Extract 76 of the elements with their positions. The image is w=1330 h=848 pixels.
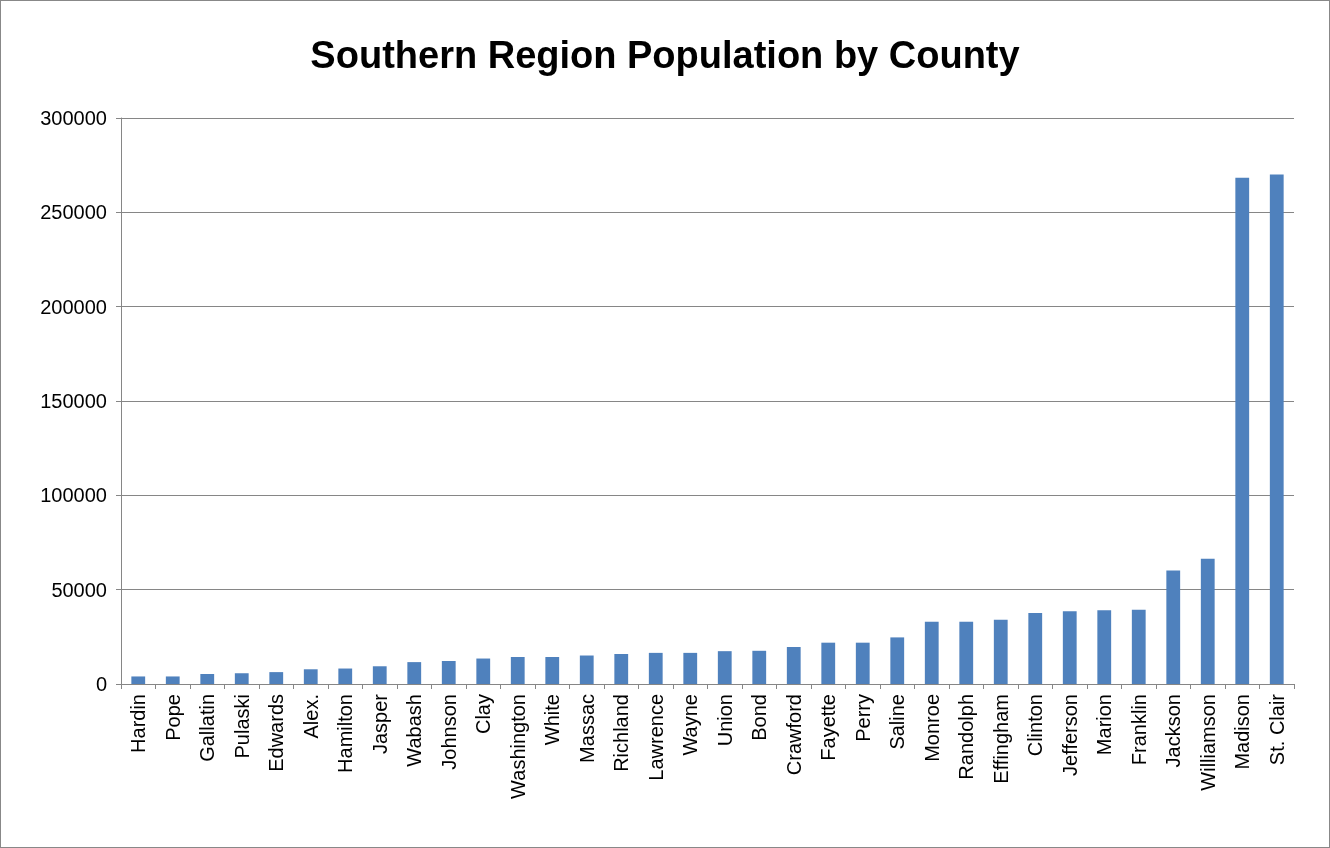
bar	[545, 657, 560, 684]
bar	[510, 657, 525, 684]
x-tick-label: Union	[713, 694, 736, 747]
x-tick-label: Jefferson	[1058, 694, 1081, 776]
y-tick-label: 150000	[40, 390, 107, 412]
bar	[717, 651, 732, 684]
bar	[303, 669, 318, 684]
x-tick-label: Effingham	[989, 694, 1012, 784]
x-tick-label: Richland	[610, 694, 633, 772]
bar	[890, 637, 905, 684]
bar	[338, 668, 353, 684]
bar	[165, 676, 180, 684]
bar	[1235, 177, 1250, 684]
x-tick-label: Perry	[851, 694, 874, 742]
y-tick-label: 300000	[40, 107, 107, 129]
x-tick-label: Clinton	[1024, 694, 1047, 757]
x-tick-label: Bond	[748, 694, 771, 741]
bar	[131, 676, 146, 684]
x-tick-label: Edwards	[265, 694, 288, 772]
bar	[1131, 609, 1146, 684]
bar	[1200, 558, 1215, 684]
bar	[269, 672, 284, 684]
bar	[683, 652, 698, 684]
y-tick-label: 50000	[51, 578, 107, 601]
y-tick-label: 200000	[40, 295, 107, 318]
x-tick-label: Saline	[886, 694, 909, 750]
bar	[786, 647, 801, 684]
x-tick-label: Fayette	[817, 694, 840, 761]
bar	[924, 621, 939, 684]
x-tick-label: Alex.	[299, 694, 322, 739]
y-tick-label: 0	[95, 673, 107, 695]
bar	[959, 621, 974, 684]
x-tick-label: Hamilton	[334, 694, 357, 773]
x-tick-label: Wayne	[679, 694, 702, 756]
bar	[752, 650, 767, 684]
x-tick-label: Franklin	[1127, 694, 1150, 766]
x-tick-label: Jackson	[1162, 694, 1185, 768]
bar	[821, 642, 836, 684]
x-tick-label: Massac	[575, 694, 598, 763]
x-tick-label: Monroe	[920, 694, 943, 762]
x-tick-label: Jasper	[368, 693, 391, 755]
x-tick-label: Marion	[1093, 694, 1116, 756]
x-tick-label: Madison	[1231, 694, 1254, 770]
bar	[441, 660, 456, 684]
x-tick-label: Pope	[161, 694, 184, 741]
bar	[1028, 613, 1043, 684]
bar	[476, 658, 491, 684]
bar	[407, 662, 422, 684]
x-tick-label: Williamson	[1196, 694, 1219, 791]
x-tick-label: Lawrence	[644, 694, 667, 781]
x-tick-label: Wabash	[403, 694, 426, 767]
bar	[614, 654, 629, 684]
x-tick-label: Washington	[506, 694, 529, 799]
bar	[1166, 570, 1181, 684]
x-tick-label: St. Clair	[1265, 693, 1288, 766]
bar	[993, 619, 1008, 684]
bar	[1269, 174, 1284, 684]
bar	[648, 652, 663, 684]
x-tick-label: Crawford	[782, 694, 805, 776]
bar	[579, 655, 594, 684]
x-tick-label: Randolph	[955, 694, 978, 780]
bar	[1097, 610, 1112, 684]
x-tick-label: White	[541, 694, 564, 746]
x-tick-label: Pulaski	[230, 694, 253, 759]
bar	[234, 673, 249, 684]
bar	[200, 674, 215, 684]
chart-title: Southern Region Population by County	[310, 34, 1020, 76]
bar	[1062, 611, 1077, 684]
x-tick-label: Gallatin	[196, 694, 219, 762]
y-tick-label: 100000	[40, 484, 107, 507]
y-tick-label: 250000	[40, 201, 107, 224]
bar	[372, 666, 387, 684]
x-tick-label: Hardin	[127, 694, 150, 753]
x-tick-label: Clay	[472, 694, 495, 735]
x-tick-label: Johnson	[437, 694, 460, 770]
bar	[855, 642, 870, 684]
